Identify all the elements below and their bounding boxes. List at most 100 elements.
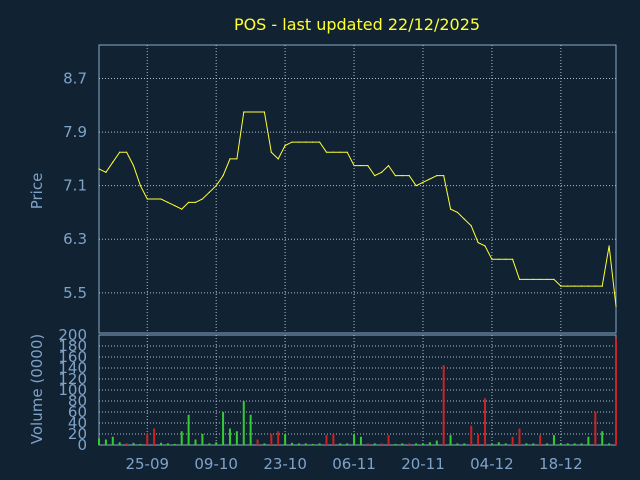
volume-bar [332, 434, 335, 445]
price-line [98, 111, 617, 307]
volume-bar [518, 428, 521, 445]
volume-tick-label: 120 [58, 370, 87, 388]
price-point [360, 164, 362, 167]
volume-bar [587, 436, 590, 445]
volume-bar [297, 443, 300, 445]
volume-bar [546, 443, 549, 445]
volume-tick-label: 140 [58, 359, 87, 377]
price-point [194, 201, 197, 203]
price-point [615, 305, 617, 307]
volume-bar [132, 442, 135, 445]
volume-bar [394, 443, 397, 445]
price-point [346, 151, 348, 153]
volume-bar [263, 443, 266, 445]
price-point [160, 198, 162, 200]
price-point [381, 171, 383, 173]
x-tick-label: 06-11 [332, 455, 376, 473]
volume-bar [353, 434, 356, 445]
volume-bar [173, 443, 176, 445]
x-tick-label: 04-12 [470, 455, 514, 473]
price-point [125, 151, 128, 153]
volume-bar [270, 434, 273, 445]
price-point [263, 111, 266, 113]
volume-bar [284, 434, 287, 445]
volume-bar [421, 443, 424, 445]
volume-bar [490, 443, 493, 445]
price-point [250, 111, 252, 113]
price-point [498, 258, 500, 260]
price-point [215, 185, 217, 187]
volume-bar [477, 434, 480, 445]
volume-bar [380, 443, 383, 445]
price-point [463, 218, 465, 220]
x-tick-label: 23-10 [263, 455, 307, 473]
volume-bar [608, 443, 611, 445]
volume-bar [415, 443, 418, 445]
price-point [518, 278, 521, 281]
volume-bar [187, 414, 190, 445]
price-point [305, 141, 307, 143]
price-point [188, 201, 190, 203]
volume-bar [511, 436, 514, 445]
price-point [449, 208, 452, 210]
volume-bar [235, 431, 238, 445]
price-point [318, 141, 321, 143]
x-tick-label: 18-12 [539, 455, 583, 473]
price-point [243, 111, 245, 113]
price-point [505, 258, 507, 260]
volume-bar [601, 431, 604, 445]
price-point [580, 285, 583, 287]
price-point [105, 171, 107, 173]
price-tick-label: 5.5 [63, 284, 87, 302]
price-tick-label: 7.1 [63, 177, 87, 195]
price-tick-label: 7.9 [63, 123, 87, 141]
price-point [477, 241, 479, 244]
volume-bar [153, 428, 156, 445]
volume-bar [215, 442, 218, 445]
volume-bar [201, 434, 204, 445]
volume-bar [428, 442, 431, 445]
price-point [587, 285, 590, 287]
volume-bar [166, 443, 169, 445]
volume-bar [208, 443, 211, 445]
x-tick-label: 25-09 [125, 455, 169, 473]
volume-bar [504, 443, 507, 445]
price-point [422, 181, 424, 183]
volume-bar [359, 436, 362, 445]
price-point [98, 168, 100, 170]
price-point [401, 175, 403, 177]
volume-bar [449, 435, 452, 445]
volume-bar [194, 439, 197, 445]
price-point [325, 151, 328, 153]
volume-bar [373, 443, 376, 445]
price-point [525, 278, 527, 281]
price-point [153, 198, 155, 200]
price-point [539, 278, 541, 281]
volume-bar [594, 412, 597, 445]
volume-bar [228, 428, 231, 445]
price-point [532, 278, 534, 281]
price-point [456, 211, 459, 214]
price-point [394, 175, 397, 177]
price-point [112, 161, 114, 163]
volume-bar [525, 443, 528, 445]
price-point [339, 151, 341, 153]
price-point [546, 278, 548, 281]
price-point [443, 175, 445, 177]
volume-bar [366, 443, 369, 445]
price-point [408, 175, 410, 177]
volume-bar [180, 431, 183, 445]
volume-bar [484, 398, 487, 445]
volume-bar [111, 436, 114, 445]
price-point [277, 158, 279, 160]
price-panel-frame [98, 44, 617, 334]
price-point [601, 285, 603, 287]
price-point [291, 141, 293, 143]
price-tick-label: 6.3 [63, 230, 87, 248]
volume-tick-label: 20 [68, 425, 87, 443]
price-point [146, 198, 148, 200]
price-point [574, 285, 576, 287]
volume-bar [139, 443, 142, 445]
